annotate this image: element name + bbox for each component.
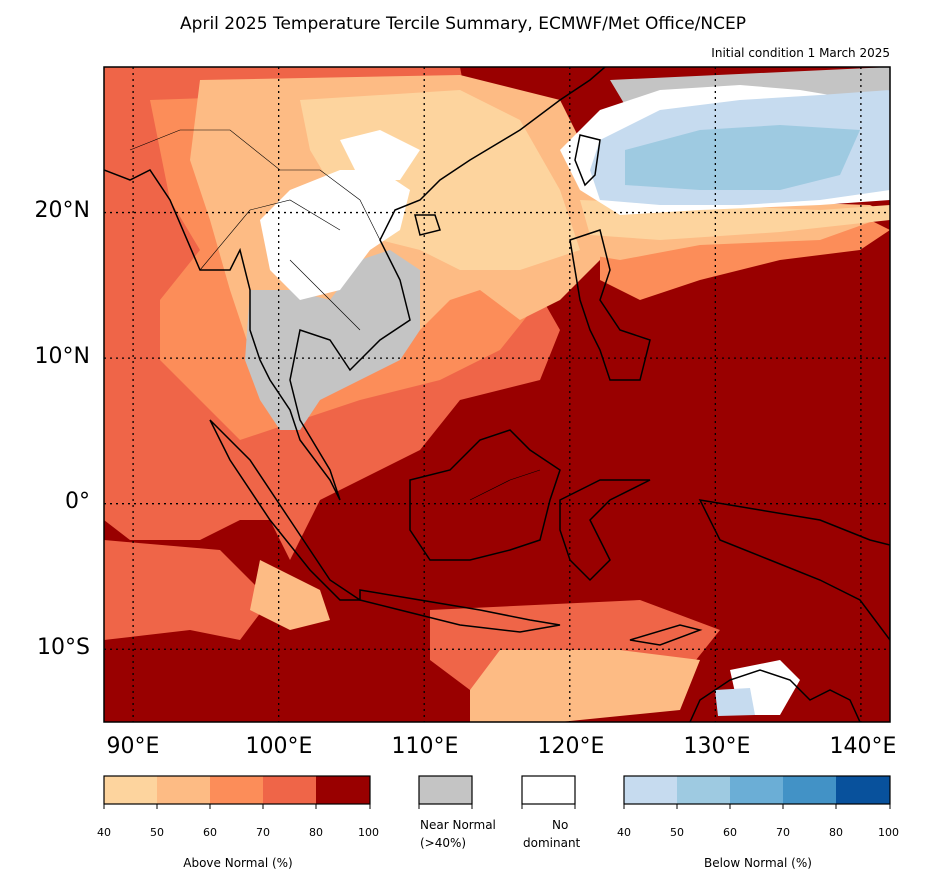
- below-swatch-60: [730, 776, 783, 804]
- coast-sumatra: [209, 419, 363, 601]
- coast-asia: [104, 67, 606, 501]
- coast-java: [359, 589, 561, 633]
- near-normal-swatch: [418, 775, 473, 809]
- lat-tick-10s: 10°S: [37, 635, 90, 660]
- map-title: April 2025 Temperature Tercile Summary, …: [180, 14, 746, 34]
- above-tick-50: 50: [150, 826, 164, 839]
- region-below-50: [625, 125, 860, 190]
- below-swatch-80: [836, 776, 890, 804]
- below-swatch-40: [624, 776, 677, 804]
- above-tick-70: 70: [256, 826, 270, 839]
- lon-tick-100e: 100°E: [245, 734, 313, 759]
- coast-borneo: [409, 429, 561, 561]
- above-tick-60: 60: [203, 826, 217, 839]
- lon-tick-90e: 90°E: [106, 734, 160, 759]
- above-normal-colorbar: [103, 775, 371, 809]
- no-dominant-swatch: [521, 775, 576, 809]
- below-tick-40: 40: [617, 826, 631, 839]
- coast-newguinea: [698, 499, 890, 642]
- above-swatch-40: [104, 776, 157, 804]
- above-tick-100: 100: [358, 826, 379, 839]
- lat-tick-0: 0°: [65, 489, 90, 514]
- lon-tick-110e: 110°E: [391, 734, 459, 759]
- below-tick-50: 50: [670, 826, 684, 839]
- map-frame: [103, 66, 891, 723]
- coast-sulawesi: [559, 479, 651, 582]
- lon-tick-120e: 120°E: [537, 734, 605, 759]
- above-swatch-80: [316, 776, 370, 804]
- above-swatch-60: [210, 776, 263, 804]
- above-swatch-50: [157, 776, 210, 804]
- near-normal-label-1: Near Normal: [420, 818, 496, 832]
- coast-australia: [689, 669, 861, 722]
- coast-hainan: [414, 214, 441, 236]
- below-swatch-70: [783, 776, 836, 804]
- region-above-50-s: [470, 650, 700, 722]
- region-no-dominant-china: [340, 130, 420, 180]
- above-tick-80: 80: [309, 826, 323, 839]
- below-tick-60: 60: [723, 826, 737, 839]
- above-normal-title: Above Normal (%): [183, 856, 293, 870]
- lon-tick-130e: 130°E: [683, 734, 751, 759]
- map-subtitle: Initial condition 1 March 2025: [711, 46, 890, 60]
- lat-tick-10n: 10°N: [34, 344, 90, 369]
- near-normal-label-2: (>40%): [420, 836, 467, 850]
- below-tick-80: 80: [829, 826, 843, 839]
- coast-philippines: [569, 229, 651, 381]
- region-near-normal-indochina: [245, 250, 420, 430]
- borders: [129, 129, 541, 501]
- above-swatch-70: [263, 776, 316, 804]
- below-normal-colorbar: [623, 775, 891, 809]
- lon-tick-140e: 140°E: [829, 734, 897, 759]
- region-above-50-sw: [250, 560, 330, 630]
- gridlines: [104, 67, 890, 722]
- region-below-40-se: [715, 688, 755, 716]
- no-dominant-label-2: dominant: [523, 836, 581, 850]
- above-tick-40: 40: [97, 826, 111, 839]
- region-above-70-sw: [104, 540, 270, 640]
- coast-timor: [629, 624, 703, 646]
- below-tick-100: 100: [878, 826, 899, 839]
- coast-taiwan: [574, 134, 601, 187]
- lat-tick-20n: 20°N: [34, 198, 90, 223]
- below-tick-70: 70: [776, 826, 790, 839]
- below-swatch-50: [677, 776, 730, 804]
- coastlines: [104, 67, 890, 722]
- no-dominant-label-1: No: [552, 818, 569, 832]
- below-normal-title: Below Normal (%): [704, 856, 812, 870]
